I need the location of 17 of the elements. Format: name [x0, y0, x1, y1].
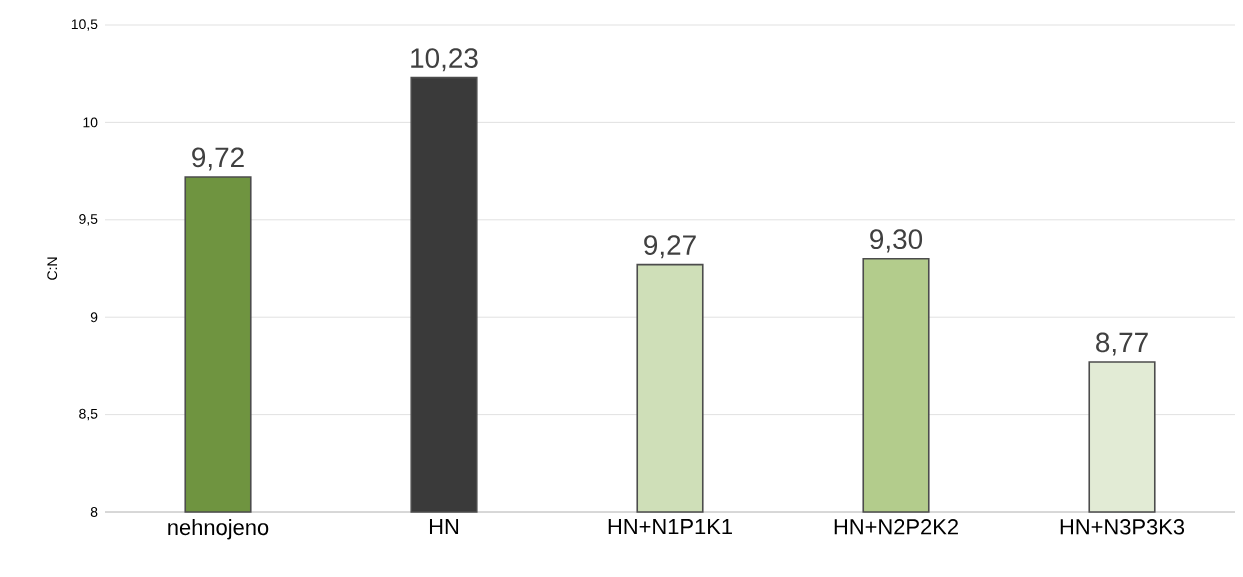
data-label: 9,72 [192, 147, 244, 171]
y-tick-label: 8 [90, 507, 98, 517]
data-label: 9,30 [870, 229, 923, 253]
y-axis-title: C:N [47, 257, 58, 280]
y-tick-label: 9 [90, 312, 98, 323]
data-label: 9,27 [644, 235, 696, 259]
y-tick-label: 9,5 [79, 214, 98, 226]
y-tick-label: 8,5 [79, 408, 98, 421]
x-tick-label: nehnojeno [168, 519, 269, 540]
data-label: 10,23 [411, 48, 478, 72]
y-tick-label: 10,5 [71, 19, 98, 31]
data-label: 8,77 [1096, 332, 1148, 356]
x-tick-label: HN+N1P1K1 [608, 519, 732, 535]
x-tick-label: HN [429, 519, 459, 535]
x-tick-label: HN+N2P2K2 [834, 519, 958, 535]
y-tick-label: 10 [83, 117, 98, 128]
x-tick-label: HN+N3P3K3 [1060, 519, 1185, 535]
